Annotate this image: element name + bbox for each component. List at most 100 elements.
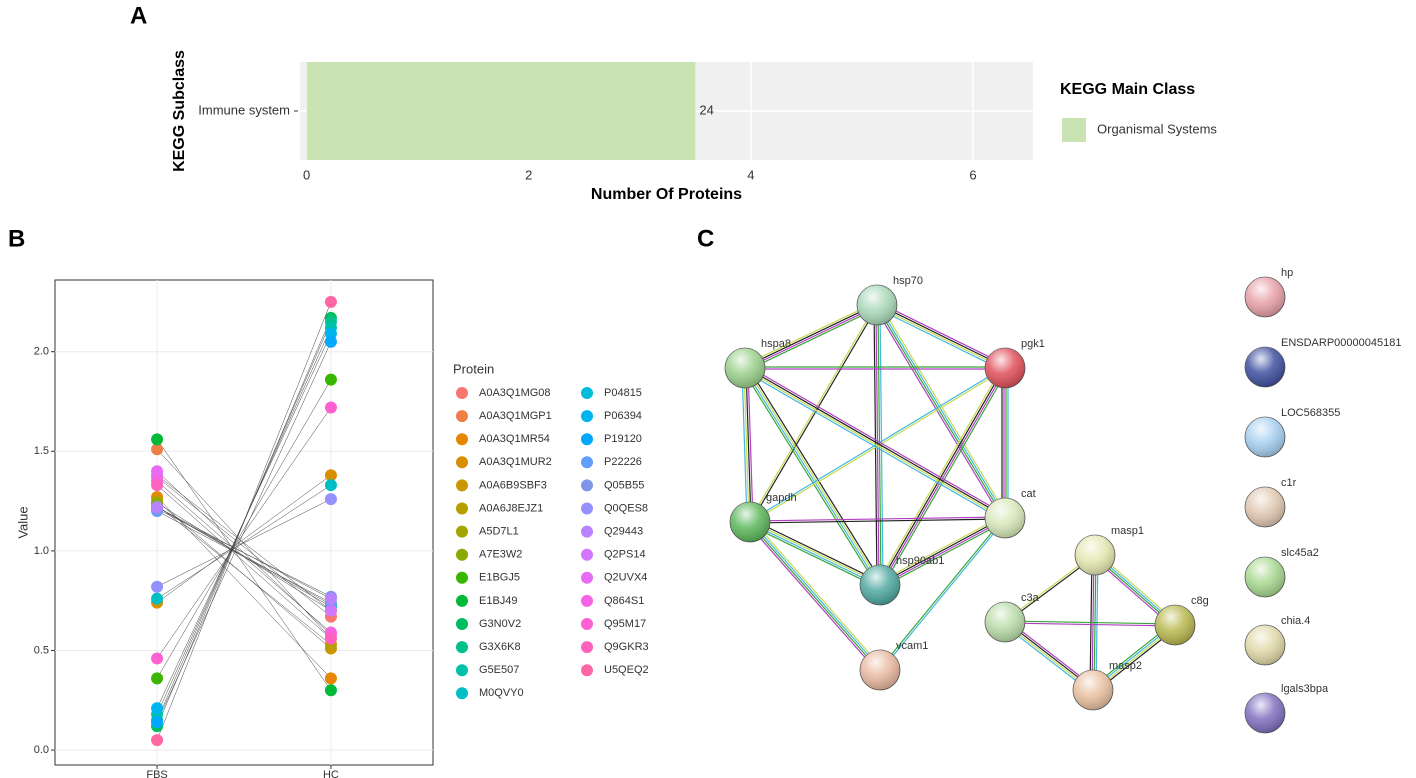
node-label: pgk1 [1021,338,1045,350]
dot [151,443,164,456]
legend-swatch [456,479,468,492]
dot [151,592,164,605]
dot [324,401,337,414]
pair-line [156,341,332,723]
legend-label: P19120 [604,433,642,445]
node-shine [985,348,1025,388]
node-shine [1155,605,1195,645]
dot [324,479,337,492]
pair-line [156,474,332,611]
node-shine [1075,535,1115,575]
legend-label: M0QVY0 [479,687,524,699]
dot [324,493,337,506]
node-label: hspa8 [761,338,791,350]
legend-swatch [581,387,593,399]
legend-label: A0A3Q1MUR2 [479,456,552,468]
network-edge [879,303,1009,517]
node-label: LOC568355 [1281,407,1340,419]
legend-swatch [456,387,468,399]
network-edge [878,514,1004,583]
dot [324,469,337,482]
bar-label: 24 [699,102,713,117]
legend-label: A0A3Q1MG08 [479,387,551,399]
network-edge [750,518,1006,524]
dot [324,632,337,645]
panel-letter: C [697,225,714,252]
legend-swatch [456,410,468,423]
node-label: c8g [1191,595,1209,607]
x-tick-label: FBS [146,769,167,778]
legend-label: G5E507 [479,664,519,676]
legend-label: Q864S1 [604,595,644,607]
legend-label: P22226 [604,456,642,468]
legend-label: U5QEQ2 [604,664,649,676]
node-label: hp [1281,267,1293,279]
legend-swatch [581,594,593,607]
network-edge [750,520,881,585]
network-edge [882,369,1009,587]
node-label: gapdh [766,492,797,504]
node-shine [1245,347,1285,387]
network-edge [878,367,1005,585]
pair-line [156,506,332,605]
legend-label: A5D7L1 [479,526,519,538]
network-edge [743,368,880,586]
node-shine [1245,625,1285,665]
legend-swatch [581,502,593,515]
legend-label: Q29443 [604,526,643,538]
legend-swatch [1062,118,1086,142]
network-edge [745,367,882,585]
network-edge [748,524,879,589]
legend-label: Q2PS14 [604,549,646,561]
pair-line [156,484,332,599]
node-shine [730,502,770,542]
network-edge [745,367,752,522]
network-edge [744,368,1005,520]
network-edge [745,366,1006,518]
node-shine [857,285,897,325]
pair-line [156,317,332,727]
x-tick-label: 6 [969,167,976,182]
y-axis-label: Value [15,506,30,538]
dot [151,479,164,492]
legend-swatch [456,502,468,515]
legend-swatch [581,410,593,423]
network-edge [873,306,1003,520]
legend-swatch [581,456,593,469]
legend-label: E1BGJ5 [479,572,520,584]
legend-swatch [581,641,593,654]
node-label: c1r [1281,477,1297,489]
node-label: hsp70 [893,275,923,287]
x-tick-label: 0 [303,167,310,182]
legend-swatch [456,548,468,561]
dot [324,295,337,308]
network-edge [875,305,1005,519]
network-edge [749,366,1005,522]
legend-swatch [456,525,468,538]
network-edge [876,366,1003,584]
legend-swatch [456,594,468,607]
network-edge [876,305,1005,370]
dot [324,604,337,617]
legend-label: Q2UVX4 [604,572,647,584]
node-label: vcam1 [896,640,928,652]
legend-swatch [581,479,593,492]
node-shine [860,650,900,690]
node-shine [1073,670,1113,710]
network-edge [881,520,1007,589]
legend-swatch [456,618,468,630]
legend-label: P04815 [604,387,642,399]
node-label: masp1 [1111,525,1144,537]
dot [324,684,337,697]
network-edge [749,522,880,587]
pair-line [156,480,332,633]
node-shine [1245,557,1285,597]
network-edge [747,367,754,522]
legend-label: Q05B55 [604,479,644,491]
network-edge [880,518,1006,587]
network-edge [748,522,880,672]
network-edge [877,303,1006,368]
legend-label: A7E3W2 [479,549,522,561]
node-shine [1245,277,1285,317]
legend-swatch [581,525,593,538]
